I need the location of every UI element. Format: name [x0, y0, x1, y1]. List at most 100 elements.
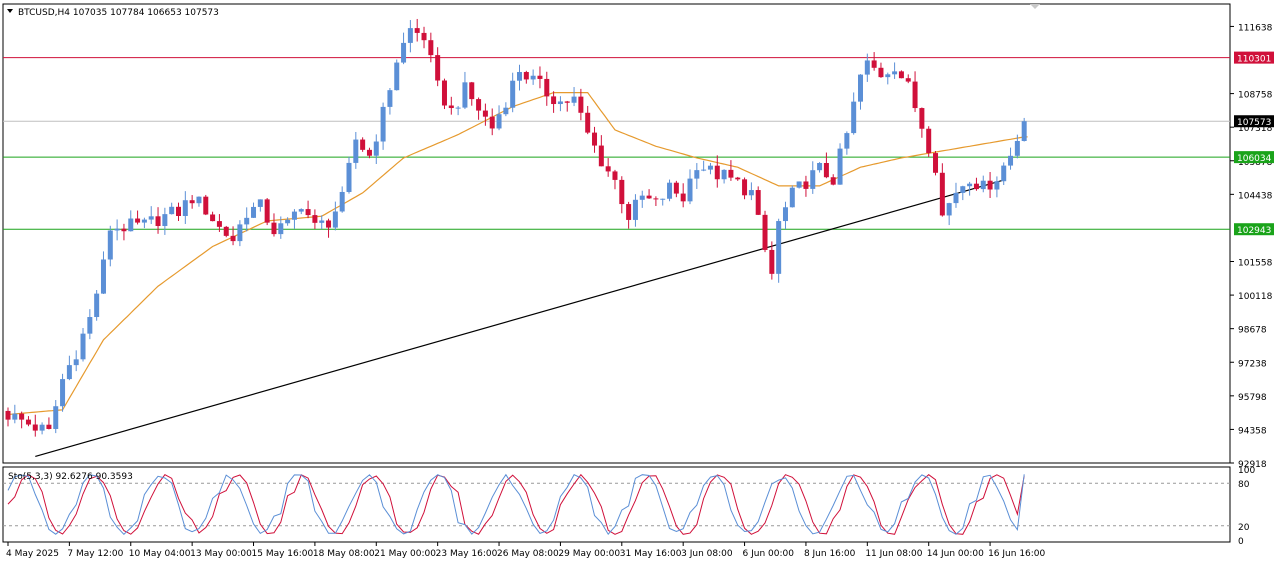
candle-body — [39, 424, 45, 431]
candle-body — [46, 424, 52, 429]
price-tick-label: 92918 — [1238, 460, 1267, 470]
candle-body — [830, 177, 836, 185]
candle-body — [339, 191, 345, 212]
candle-body — [476, 99, 482, 111]
stochastic-signal-line — [7, 473, 1025, 535]
candle-body — [585, 112, 591, 133]
candle-body — [673, 182, 679, 194]
candle-body — [946, 203, 952, 216]
candle-body — [939, 172, 945, 216]
candle-body — [319, 220, 325, 223]
candle-body — [394, 62, 400, 91]
price-panel-frame — [2, 3, 1231, 464]
candle-body — [278, 223, 284, 235]
candle-body — [176, 206, 181, 216]
candle-body — [926, 128, 932, 154]
current-price-box — [1234, 115, 1274, 128]
price-tick-label: 101558 — [1238, 259, 1273, 269]
candle-body — [5, 410, 11, 420]
candle-body — [414, 28, 420, 33]
candle-body — [639, 195, 645, 200]
candle-body — [844, 133, 850, 149]
moving-average-line — [7, 91, 1028, 415]
candle-body — [380, 106, 386, 142]
candle-body — [537, 75, 543, 79]
candle-body — [264, 199, 270, 223]
candle-body — [523, 72, 529, 80]
candle-body — [503, 107, 509, 115]
candle-body — [796, 181, 802, 188]
candle-body — [407, 28, 413, 43]
candle-body — [517, 72, 522, 81]
candle-body — [694, 170, 700, 179]
candle-body — [100, 259, 106, 294]
candle-body — [967, 183, 973, 187]
candle-body — [312, 215, 318, 223]
time-tick-label: 3 Jun 08:00 — [681, 549, 733, 559]
candle-body — [837, 148, 843, 185]
price-grid — [2, 3, 1231, 464]
candle-body — [578, 96, 584, 113]
candle-body — [810, 170, 816, 189]
time-tick-label: 15 May 16:00 — [252, 549, 314, 559]
candles-layer — [5, 18, 1027, 437]
candle-body — [803, 181, 809, 189]
candle-body — [448, 105, 454, 109]
candle-body — [155, 216, 161, 227]
candle-body — [332, 211, 338, 228]
candle-body — [257, 199, 263, 207]
candle-body — [298, 209, 304, 212]
stochastic-panel-frame — [2, 466, 1231, 543]
candle-body — [94, 293, 100, 318]
candle-body — [892, 71, 898, 75]
candle-body — [141, 219, 147, 223]
price-tick-label: 100118 — [1238, 292, 1273, 302]
candle-body — [489, 116, 495, 129]
candle-body — [667, 182, 673, 199]
time-tick-label: 11 Jun 08:00 — [865, 549, 922, 559]
candle-body — [1014, 141, 1020, 156]
candle-body — [366, 149, 372, 156]
candle-body — [210, 214, 216, 222]
candle-body — [632, 199, 638, 220]
candle-body — [285, 219, 291, 224]
candle-body — [1001, 165, 1007, 182]
candle-body — [980, 180, 986, 190]
candle-body — [680, 193, 686, 202]
price-tick-label: 111638 — [1238, 23, 1273, 33]
candle-body — [544, 78, 550, 97]
price-tick-label: 95798 — [1238, 393, 1267, 403]
candle-body — [564, 101, 570, 103]
candle-body — [251, 206, 257, 218]
candle-body — [851, 101, 857, 134]
stochastic-tick-label: 80 — [1238, 480, 1250, 490]
candle-body — [387, 90, 393, 107]
candle-body — [19, 413, 25, 420]
level-price-box — [1234, 223, 1274, 236]
candle-body — [121, 228, 127, 232]
candle-body — [592, 132, 598, 146]
candle-body — [326, 220, 332, 228]
candle-body — [714, 165, 720, 180]
candle-body — [735, 177, 741, 180]
candle-body — [353, 139, 359, 163]
candle-body — [660, 198, 666, 200]
time-tick-label: 31 May 16:00 — [620, 549, 682, 559]
time-tick-label: 26 May 08:00 — [497, 549, 559, 559]
candle-body — [626, 204, 632, 220]
candle-body — [216, 221, 222, 227]
candle-body — [1008, 155, 1014, 166]
candle-body — [823, 163, 829, 178]
trendline — [35, 179, 1004, 458]
candle-body — [551, 96, 557, 105]
candle-body — [189, 200, 195, 204]
candle-body — [769, 249, 775, 274]
candle-body — [721, 169, 727, 180]
time-tick-label: 23 May 16:00 — [436, 549, 498, 559]
level-price-box — [1234, 151, 1274, 164]
stochastic-panel: 100 80 20 0 Sto(5,3,3) 92.6276 90.3593 — [2, 466, 1255, 547]
candle-body — [912, 81, 918, 109]
candle-body — [905, 78, 911, 82]
candle-body — [230, 235, 236, 242]
candle-body — [619, 179, 625, 205]
